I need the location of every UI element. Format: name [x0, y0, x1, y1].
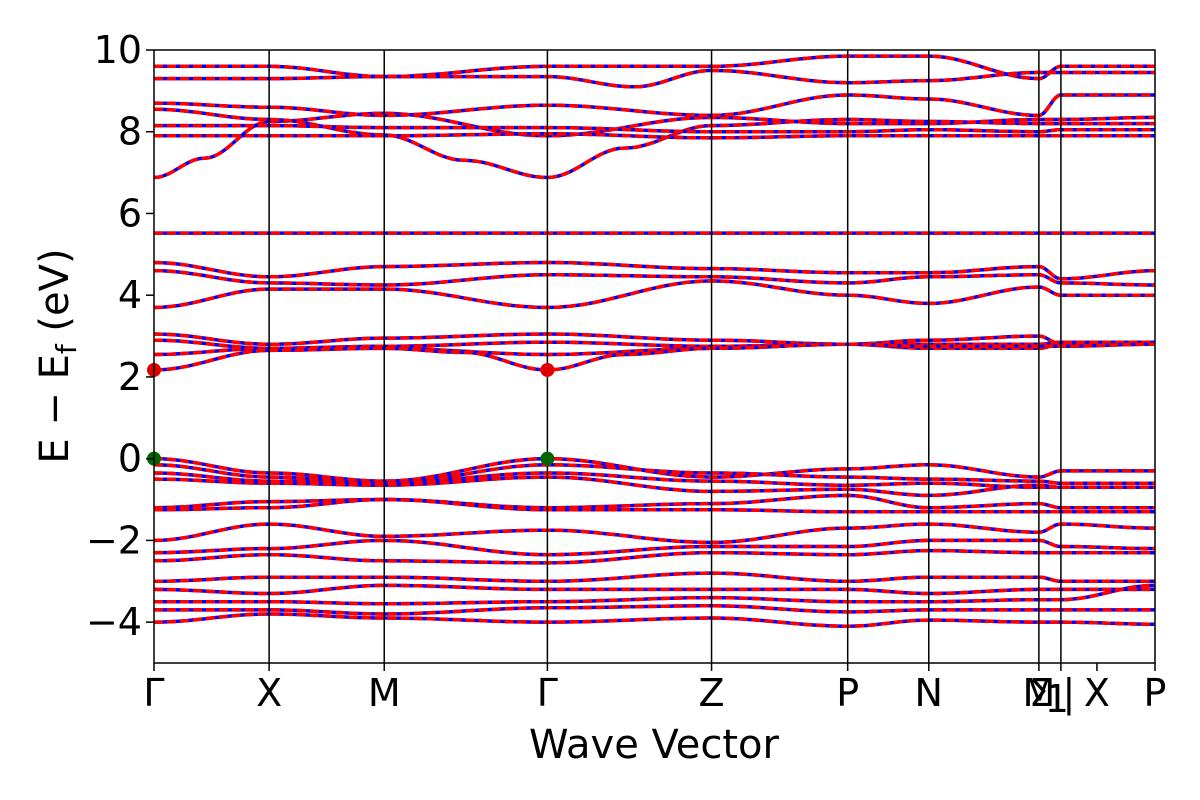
band-line-spin-up — [154, 612, 1155, 628]
band-line-spin-up — [154, 548, 1155, 565]
x-tick-label: P — [1144, 671, 1167, 715]
x-tick-label: | — [1062, 671, 1075, 716]
band-line-spin-up — [154, 132, 1155, 140]
x-tick-label: M — [368, 671, 401, 715]
band-line-spin-up — [154, 463, 1155, 485]
band-line-spin-up — [154, 493, 1155, 510]
x-tick-label: Γ — [143, 671, 164, 715]
band-line-spin-up — [154, 268, 1155, 287]
band-line-spin-up — [154, 571, 1155, 584]
y-tick-label: 4 — [118, 273, 142, 317]
x-axis-ticks: Γ X M Γ Z P N MΣ1| X P — [143, 663, 1166, 721]
band-line-spin-up — [154, 456, 1155, 483]
vbm-marker — [540, 451, 555, 466]
x-tick-label: M — [1022, 671, 1055, 715]
y-axis-title-subscript: f — [50, 343, 83, 354]
plot-frame — [153, 49, 1156, 664]
y-tick-label: 2 — [118, 355, 142, 399]
y-tick-label: −2 — [86, 518, 142, 562]
band-line-spin-up — [154, 583, 1155, 606]
band-line-spin-up — [154, 260, 1155, 281]
band-line-spin-up — [154, 522, 1155, 545]
band-edge-markers — [147, 362, 555, 466]
band-line-spin-up — [154, 279, 1155, 310]
band-line-spin-up — [154, 475, 1155, 498]
band-line-spin-up — [154, 123, 1155, 134]
y-tick-label: 0 — [118, 437, 142, 481]
band-line-spin-up — [154, 93, 1155, 118]
bands-layer — [154, 54, 1155, 628]
y-tick-label: −4 — [86, 600, 142, 644]
x-tick-label: P — [836, 671, 859, 715]
y-axis-title-unit: (eV) — [32, 248, 78, 344]
band-line-spin-up — [154, 604, 1155, 616]
cbm-marker — [540, 362, 555, 377]
y-tick-label: 10 — [94, 28, 142, 72]
x-tick-label: Z — [699, 671, 725, 715]
x-axis-title: Wave Vector — [529, 722, 780, 768]
band-line-spin-up — [154, 538, 1155, 557]
x-tick-label: N — [915, 671, 943, 715]
x-tick-label: 1 — [1045, 677, 1069, 721]
y-tick-label: 6 — [118, 191, 142, 235]
y-axis-title-main: E − E — [32, 354, 78, 464]
band-line-spin-up — [154, 497, 1155, 514]
y-axis-title: E − Ef (eV) — [32, 248, 83, 463]
band-line-spin-up — [154, 342, 1155, 372]
band-line-spin-up — [154, 107, 1155, 180]
y-tick-label: 8 — [118, 110, 142, 154]
x-tick-label: Σ — [1029, 671, 1053, 715]
high-symmetry-lines — [268, 50, 1062, 663]
x-tick-label: Γ — [537, 671, 558, 715]
x-tick-label: X — [256, 671, 282, 715]
y-axis-ticks: −4 −2 0 2 4 6 8 10 — [86, 28, 154, 644]
band-line-spin-up — [154, 583, 1155, 596]
band-line-spin-up — [154, 332, 1155, 346]
x-tick-label: X — [1084, 671, 1110, 715]
